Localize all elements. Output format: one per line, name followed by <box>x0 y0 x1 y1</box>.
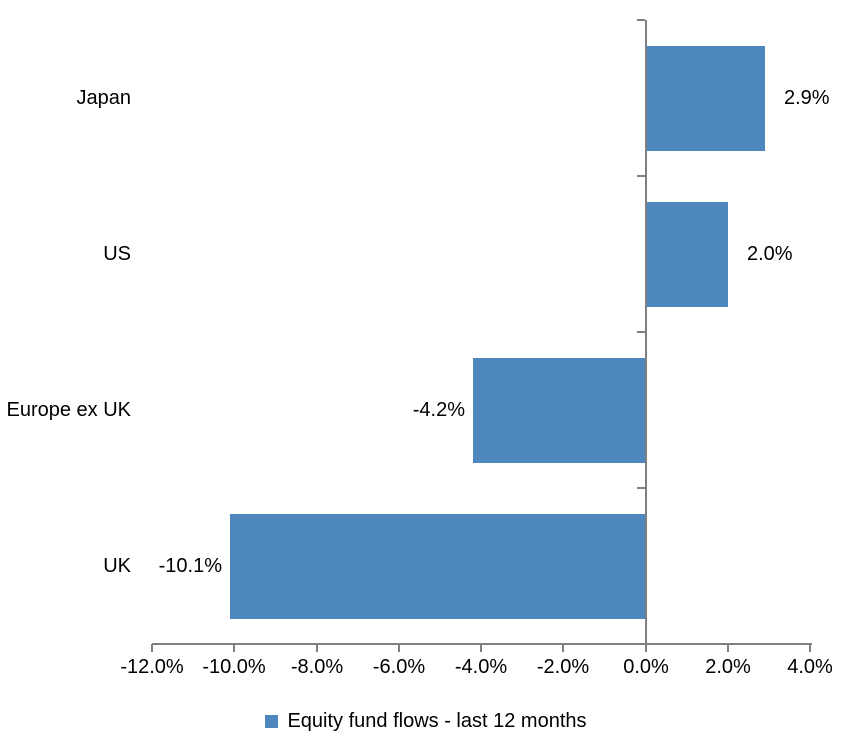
x-tick-label: -4.0% <box>454 656 508 678</box>
x-tick-mark <box>151 644 153 652</box>
category-tick-mark <box>637 487 645 489</box>
category-label: Japan <box>76 87 132 109</box>
x-tick-mark <box>727 644 729 652</box>
legend-label: Equity fund flows - last 12 months <box>287 709 587 732</box>
x-tick-label: -8.0% <box>290 656 344 678</box>
x-tick-label: -10.0% <box>202 656 266 678</box>
category-label: US <box>103 243 131 265</box>
x-tick-label: -12.0% <box>120 656 184 678</box>
x-tick-mark <box>645 644 647 652</box>
x-tick-mark <box>480 644 482 652</box>
bar-japan <box>646 46 765 151</box>
bar-data-label: 2.9% <box>784 87 830 109</box>
category-label: Europe ex UK <box>6 399 131 421</box>
x-tick-label: -6.0% <box>372 656 426 678</box>
bar-us <box>646 202 728 307</box>
legend: Equity fund flows - last 12 months <box>0 706 852 736</box>
category-label: UK <box>103 555 131 577</box>
zero-axis-line <box>645 20 647 644</box>
bar-europe-ex-uk <box>473 358 646 463</box>
x-tick-mark <box>562 644 564 652</box>
bar-uk <box>230 514 645 619</box>
x-tick-label: 0.0% <box>623 656 669 678</box>
x-tick-mark <box>398 644 400 652</box>
category-tick-mark <box>637 175 645 177</box>
bar-data-label: 2.0% <box>747 243 793 265</box>
x-tick-label: 4.0% <box>787 656 833 678</box>
bar-data-label: -4.2% <box>412 399 465 421</box>
x-tick-mark <box>809 644 811 652</box>
category-tick-mark <box>637 19 645 21</box>
x-tick-mark <box>316 644 318 652</box>
x-tick-mark <box>233 644 235 652</box>
category-tick-mark <box>637 331 645 333</box>
x-tick-label: -2.0% <box>536 656 590 678</box>
legend-swatch-icon <box>265 714 279 728</box>
bar-data-label: -10.1% <box>158 555 222 577</box>
x-axis-line <box>152 643 812 645</box>
x-tick-label: 2.0% <box>705 656 751 678</box>
